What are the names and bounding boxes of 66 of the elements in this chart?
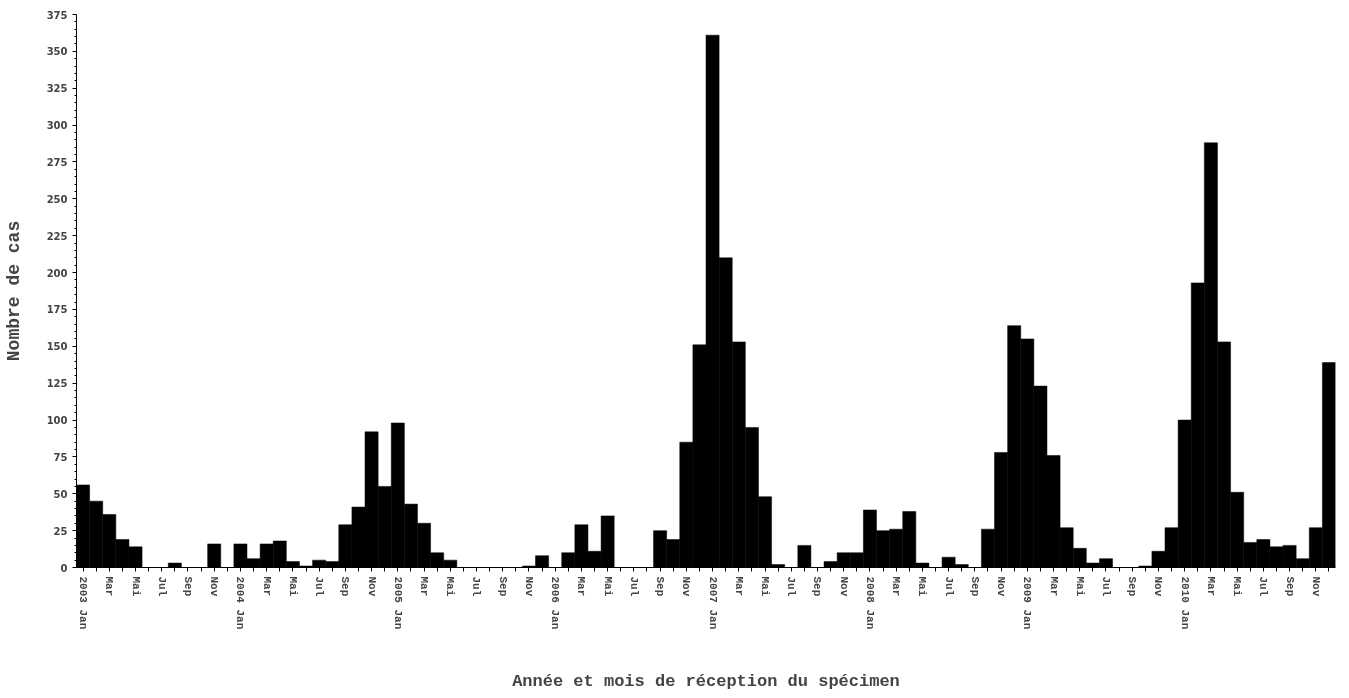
x-tick-label: Mar xyxy=(575,576,588,597)
y-tick-label: 75 xyxy=(53,451,68,463)
x-tick-label: 2008 Jan xyxy=(863,576,876,630)
x-tick-label: Mai xyxy=(1073,576,1086,597)
x-tick-label: Jul xyxy=(1099,576,1112,597)
x-tick-label: Jul xyxy=(942,576,955,597)
x-tick-label: 2007 Jan xyxy=(706,576,719,630)
x-tick-label: Nov xyxy=(837,576,850,597)
x-tick-label: Jul xyxy=(470,576,483,597)
x-tick-label: Nov xyxy=(680,576,693,597)
y-tick-label: 25 xyxy=(53,525,68,537)
x-tick-label: 2005 Jan xyxy=(391,576,404,630)
y-tick-label: 325 xyxy=(46,83,68,95)
x-tick-label: 2006 Jan xyxy=(549,576,562,630)
x-tick-label: Sep xyxy=(339,576,352,597)
y-tick-label: 125 xyxy=(46,378,68,390)
x-tick-label: Sep xyxy=(811,576,824,597)
x-tick-label: Sep xyxy=(1126,576,1139,597)
x-tick-label: Sep xyxy=(968,576,981,597)
y-tick-label: 50 xyxy=(53,488,68,500)
x-tick-label: Mai xyxy=(1231,576,1244,597)
x-tick-label: Nov xyxy=(208,576,221,597)
y-tick-label: 200 xyxy=(46,267,68,279)
x-tick-label: 2009 Jan xyxy=(1021,576,1034,630)
x-axis-title: Année et mois de réception du spécimen xyxy=(512,672,900,692)
x-tick-label: Sep xyxy=(654,576,667,597)
y-tick-label: 100 xyxy=(46,415,68,427)
y-tick-label: 275 xyxy=(46,156,68,168)
y-tick-label: 0 xyxy=(60,562,68,574)
x-tick-label: Mar xyxy=(890,576,903,597)
x-tick-label: Jul xyxy=(313,576,326,597)
x-tick-label: Mar xyxy=(1204,576,1217,597)
x-tick-label: Jul xyxy=(155,576,168,597)
x-tick-label: 2004 Jan xyxy=(234,576,247,630)
y-tick-label: 375 xyxy=(46,9,68,21)
x-tick-label: 2003 Jan xyxy=(77,576,90,630)
x-tick-label: Nov xyxy=(995,576,1008,597)
x-tick-label: Jul xyxy=(785,576,798,597)
x-tick-label: Mai xyxy=(916,576,929,597)
x-tick-label: Nov xyxy=(1152,576,1165,597)
x-tick-label: Mai xyxy=(129,576,142,597)
x-tick-label: Nov xyxy=(1309,576,1322,597)
y-tick-label: 225 xyxy=(46,230,68,242)
x-tick-label: Mai xyxy=(601,576,614,597)
x-tick-label: Mai xyxy=(759,576,772,597)
x-tick-label: Nov xyxy=(522,576,535,597)
x-tick-label: Sep xyxy=(496,576,509,597)
x-tick-label: Mar xyxy=(1047,576,1060,597)
y-tick-label: 300 xyxy=(46,120,68,132)
x-tick-label: Jul xyxy=(627,576,640,597)
y-tick-label: 150 xyxy=(46,341,68,353)
x-tick-label: Sep xyxy=(181,576,194,597)
x-tick-label: Sep xyxy=(1283,576,1296,597)
x-tick-label: Mar xyxy=(418,576,431,597)
x-tick-label: Mar xyxy=(732,576,745,597)
x-tick-label: Mai xyxy=(286,576,299,597)
x-tick-label: Nov xyxy=(365,576,378,597)
x-tick-label: Mar xyxy=(103,576,116,597)
x-tick-label: Mar xyxy=(260,576,273,597)
x-tick-label: Mai xyxy=(444,576,457,597)
x-tick-label: Jul xyxy=(1257,576,1270,597)
y-axis-title: Nombre de cas xyxy=(3,220,24,362)
x-tick-label: 2010 Jan xyxy=(1178,576,1191,630)
y-tick-label: 175 xyxy=(46,304,68,316)
y-tick-label: 350 xyxy=(46,46,68,58)
y-tick-label: 250 xyxy=(46,193,68,205)
